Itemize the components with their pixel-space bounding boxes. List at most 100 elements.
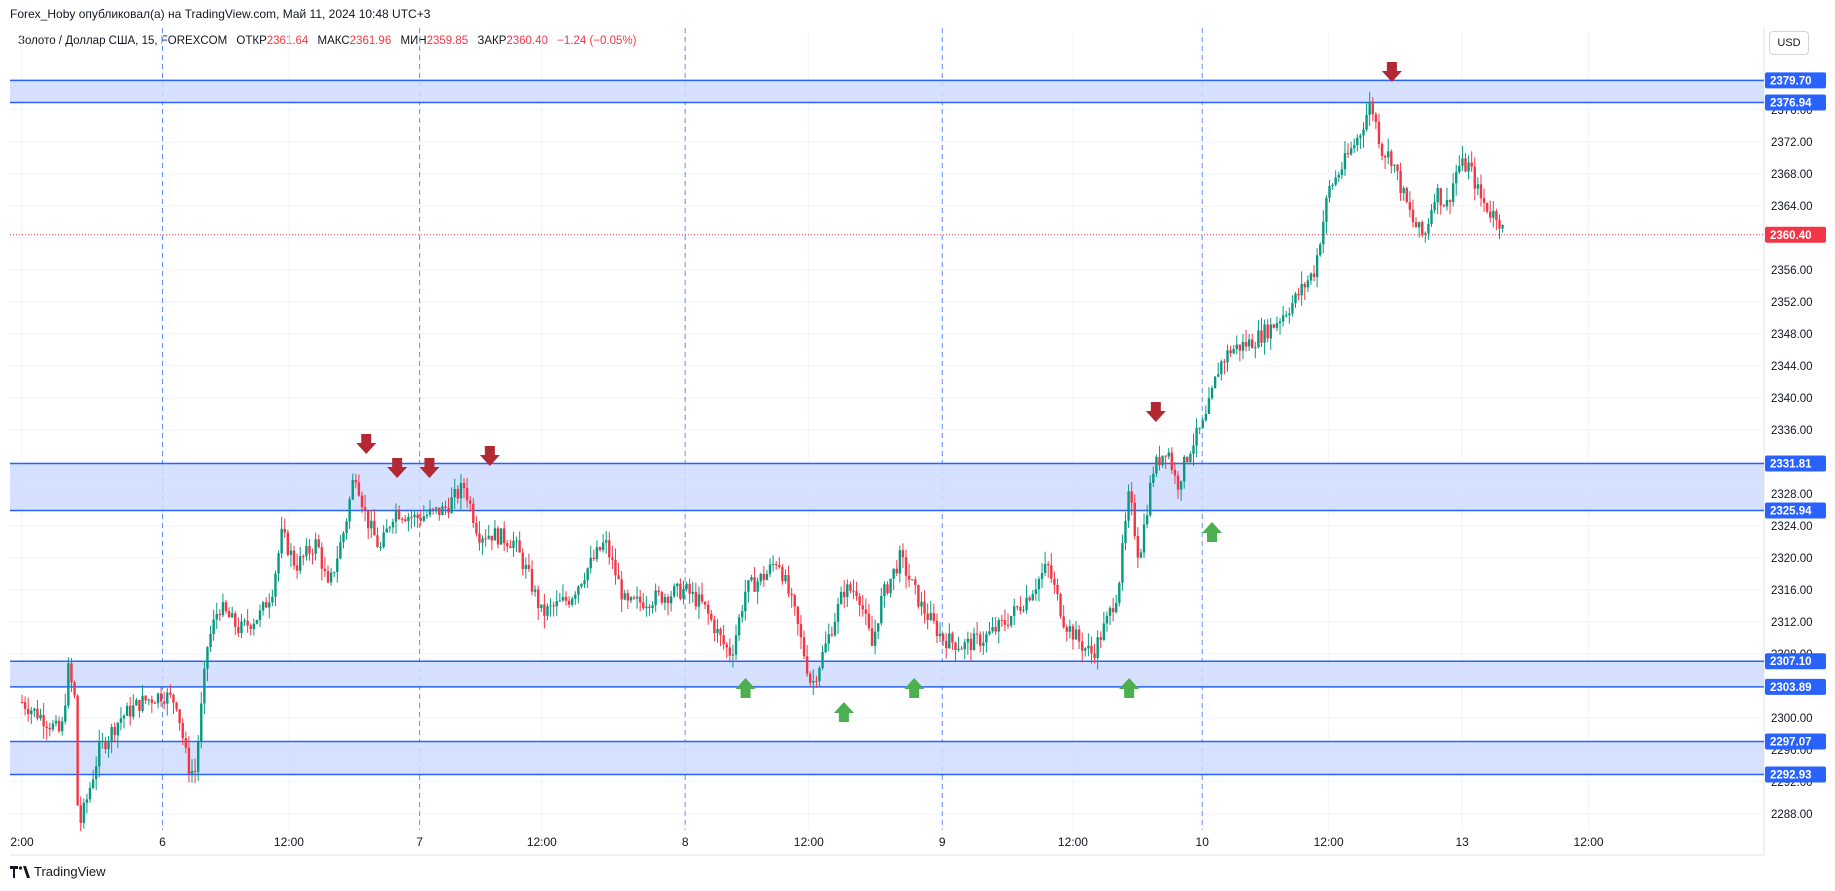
candle-body — [20, 702, 24, 703]
candle-body — [1127, 491, 1130, 521]
zone-fill — [10, 463, 1764, 511]
y-tick-label: 2352.00 — [1771, 297, 1813, 309]
candle-body — [991, 627, 994, 632]
candle-body — [1161, 455, 1164, 466]
candle-body — [1257, 330, 1260, 348]
currency-button[interactable]: USD — [1769, 31, 1809, 55]
candle-body — [407, 516, 410, 521]
candle-body — [1062, 616, 1065, 628]
candle-body — [577, 586, 580, 595]
candle-body — [697, 594, 701, 607]
candle-body — [1204, 413, 1208, 421]
candle-body — [564, 596, 568, 601]
candle-body — [1105, 615, 1109, 624]
candle-body — [302, 556, 305, 558]
candle-body — [391, 521, 395, 528]
candle-body — [1356, 137, 1359, 146]
candle-body — [734, 635, 738, 655]
candle-body — [42, 715, 45, 727]
zone-price-label: 2292.93 — [1770, 770, 1812, 782]
candle-body — [150, 699, 154, 703]
candle-body — [227, 611, 231, 618]
x-tick-label: 12:00 — [1574, 835, 1604, 849]
candle-body — [178, 709, 181, 724]
candle-body — [1482, 198, 1486, 203]
candle-body — [1368, 101, 1371, 115]
x-tick-label: 2:00 — [10, 835, 34, 849]
candle-body — [1000, 619, 1004, 621]
candle-body — [1192, 445, 1195, 454]
candle-body — [1081, 641, 1084, 651]
candle-body — [994, 627, 997, 632]
price-labels: 2379.70 2376.94 2331.81 2325.94 2307.10 2303.… — [10, 72, 1826, 783]
candle-body — [104, 740, 107, 749]
candle-body — [45, 726, 48, 728]
candle-body — [762, 573, 766, 580]
candle-body — [703, 601, 707, 605]
tradingview-logo[interactable]: TradingView — [10, 864, 106, 879]
candle-body — [1328, 186, 1331, 198]
candle-body — [274, 573, 277, 597]
candle-body — [1291, 303, 1294, 314]
candle-body — [1436, 188, 1439, 203]
candle-body — [741, 611, 744, 618]
y-tick-label: 2372.00 — [1771, 137, 1813, 149]
candle-body — [527, 564, 531, 569]
candle-body — [1164, 455, 1167, 457]
candle-body — [305, 546, 308, 557]
candle-body — [175, 702, 178, 710]
candle-body — [1387, 151, 1390, 158]
candle-body — [135, 700, 138, 706]
candle-body — [1158, 456, 1161, 466]
candle-body — [400, 519, 404, 521]
candle-body — [611, 557, 614, 560]
sell-arrow-icon — [356, 434, 377, 454]
zone-price-label: 2303.89 — [1770, 682, 1812, 694]
candle-body — [1424, 233, 1427, 235]
y-tick-label: 2312.00 — [1771, 617, 1813, 629]
candle-body — [113, 727, 116, 736]
candle-body — [1439, 188, 1442, 206]
zone-price-tag — [1765, 653, 1826, 670]
candle-body — [1149, 482, 1152, 516]
candle-body — [747, 580, 750, 592]
candle-body — [1130, 491, 1133, 503]
symbol-name[interactable]: Золото / Доллар США, 15, FOREXCOM — [18, 35, 228, 47]
candle-body — [336, 558, 339, 573]
candle-body — [552, 605, 555, 607]
buy-arrow-icon — [1202, 522, 1223, 542]
candle-body — [561, 596, 565, 601]
candle-body — [397, 510, 401, 520]
candle-body — [657, 590, 660, 593]
candle-body — [67, 663, 70, 706]
candle-body — [626, 593, 630, 601]
candle-body — [246, 620, 249, 626]
candle-body — [156, 693, 160, 704]
candle-body — [1074, 629, 1078, 640]
candle-body — [1220, 361, 1223, 375]
tradingview-logo-icon — [10, 865, 30, 878]
candle-body — [589, 557, 592, 569]
candle-body — [700, 594, 704, 602]
candle-body — [1383, 155, 1387, 158]
candle-body — [1393, 164, 1396, 166]
candle-body — [1399, 170, 1402, 194]
candle-body — [419, 517, 422, 521]
chart-grid — [10, 28, 1765, 856]
open-value: 2361.64 — [266, 35, 309, 47]
candle-body — [88, 787, 92, 800]
candle-body — [1405, 188, 1408, 202]
zone-price-label: 2331.81 — [1770, 459, 1812, 471]
candle-body — [258, 610, 262, 620]
candle-body — [277, 553, 280, 574]
candle-body — [1470, 162, 1473, 167]
candle-body — [1485, 202, 1489, 212]
candle-body — [345, 521, 348, 534]
candle-body — [1251, 339, 1254, 349]
candle-body — [1047, 564, 1050, 566]
day-separators — [162, 28, 1203, 830]
candle-body — [574, 594, 577, 599]
candle-body — [509, 546, 512, 548]
candle-body — [1353, 145, 1356, 149]
